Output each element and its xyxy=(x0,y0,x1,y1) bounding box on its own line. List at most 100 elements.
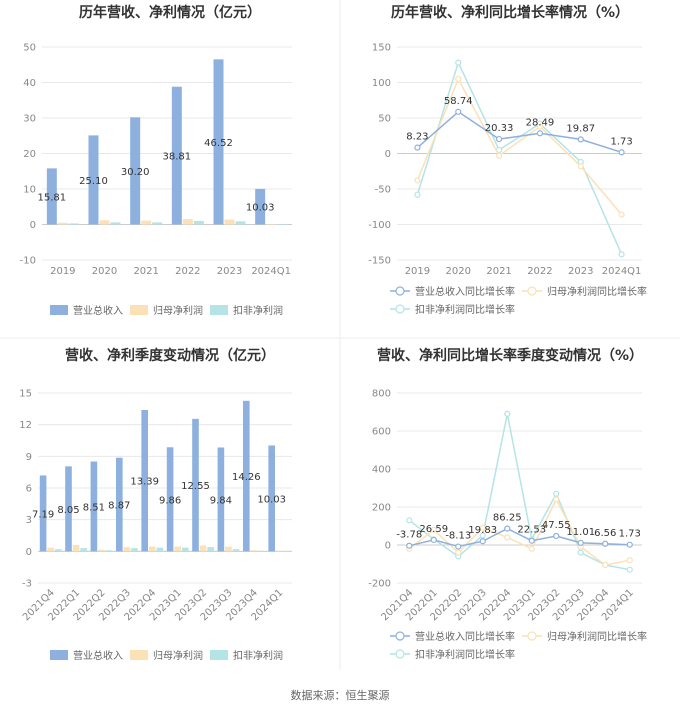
legend-label: 归母净利润 xyxy=(153,304,203,317)
y-tick-label: 800 xyxy=(372,389,391,400)
series-point-1 xyxy=(618,149,625,156)
bar-2-2023Q2 xyxy=(199,545,207,552)
bar-3-2021Q4 xyxy=(55,549,62,552)
y-tick-label: 0 xyxy=(385,149,391,160)
series-point-1 xyxy=(528,537,535,544)
series-point-2 xyxy=(479,524,486,532)
legend-item-3[interactable]: 扣非净利润同比增长率 xyxy=(390,303,515,316)
x-tick-label: 2019 xyxy=(50,266,75,277)
bar-2-2021 xyxy=(141,220,152,225)
series-point-3 xyxy=(577,549,584,556)
data-label: 8.23 xyxy=(406,132,428,143)
data-label: 28.49 xyxy=(526,117,555,128)
x-tick-label: 2024Q1 xyxy=(602,266,642,277)
series-line-2 xyxy=(408,497,630,566)
chart-panel-3: 营收、净利季度变动情况（亿元）-3036912152021Q42022Q1202… xyxy=(19,347,292,662)
data-label: 9.86 xyxy=(159,495,181,506)
series-point-1 xyxy=(504,525,511,532)
y-tick-label: 20 xyxy=(23,149,36,160)
y-tick-label: 150 xyxy=(372,43,391,54)
x-tick-label: 2021 xyxy=(133,266,158,277)
legend-item-1[interactable]: 营业总收入同比增长率 xyxy=(390,285,515,298)
y-tick-label: -50 xyxy=(375,185,391,196)
bar-1-2022Q1 xyxy=(65,466,72,552)
chart-panel-4: 营收、净利同比增长率季度变动情况（%）-20002004006008002021… xyxy=(368,347,647,661)
x-tick-label: 2024Q1 xyxy=(251,266,291,277)
series-point-1 xyxy=(577,539,584,547)
series-point-1 xyxy=(455,108,462,115)
bar-1-2019 xyxy=(46,168,57,225)
series-point-2 xyxy=(414,177,421,184)
bar-1-2021Q4 xyxy=(39,475,47,552)
bar-1-2023Q2 xyxy=(192,418,199,552)
legend-item-2[interactable]: 归母净利润 xyxy=(130,649,203,662)
bar-1-2023Q3 xyxy=(217,447,225,552)
legend-label: 扣非净利润同比增长率 xyxy=(415,303,515,316)
legend-item-1[interactable]: 营业总收入 xyxy=(50,304,123,317)
chart-title: 历年营收、净利情况（亿元） xyxy=(79,4,261,21)
bar-3-2022Q3 xyxy=(131,548,138,552)
legend-item-3[interactable]: 扣非净利润 xyxy=(210,649,283,662)
legend-marker xyxy=(395,631,405,641)
bar-1-2022Q2 xyxy=(90,461,98,552)
data-label: 8.51 xyxy=(83,502,105,513)
legend-item-1[interactable]: 营业总收入同比增长率 xyxy=(390,630,515,643)
x-tick-label: 2022 xyxy=(175,266,200,277)
legend-item-3[interactable]: 扣非净利润 xyxy=(210,304,283,317)
y-tick-label: -150 xyxy=(368,256,391,267)
legend-item-2[interactable]: 归母净利润同比增长率 xyxy=(522,630,647,643)
legend-marker xyxy=(527,631,537,641)
bar-2-2022Q4 xyxy=(148,546,156,552)
chart-panel-1: 历年营收、净利情况（亿元） -10 0 10 20 30 40 50 2019 2020 2021 2… xyxy=(20,4,292,317)
series-line-1 xyxy=(409,527,630,548)
y-tick-label: 50 xyxy=(23,43,36,54)
legend-item-3[interactable]: 扣非净利润同比增长率 xyxy=(390,648,515,661)
data-label: -3.78 xyxy=(396,530,422,541)
legend-label: 扣非净利润 xyxy=(233,649,283,662)
data-label: 86.25 xyxy=(493,513,522,524)
y-tick-label: 30 xyxy=(23,114,36,125)
data-label: 14.26 xyxy=(232,472,261,483)
bar-3-2022Q1 xyxy=(80,548,88,552)
series-point-1 xyxy=(455,543,462,550)
y-tick-label: 12 xyxy=(19,420,32,431)
legend-swatch xyxy=(130,650,148,660)
bar-2-2019 xyxy=(57,222,68,225)
data-label: 1.73 xyxy=(619,529,641,540)
legend-item-2[interactable]: 归母净利润同比增长率 xyxy=(522,285,647,298)
bar-3-2022Q2 xyxy=(105,550,113,552)
data-label: 10.03 xyxy=(246,203,275,214)
bar-2-2023Q4 xyxy=(250,550,258,552)
series-point-2 xyxy=(536,123,544,130)
bar-3-2024Q1 xyxy=(277,224,288,225)
bar-3-2023Q2 xyxy=(207,547,215,552)
series-point-3 xyxy=(455,59,462,66)
series-point-3 xyxy=(479,532,486,539)
bar-2-2023Q1 xyxy=(174,546,182,552)
bar-3-2022Q4 xyxy=(156,547,164,552)
series-point-1 xyxy=(553,532,560,540)
legend-marker xyxy=(395,286,405,296)
data-label: 30.20 xyxy=(121,167,150,178)
legend-marker xyxy=(395,304,405,314)
data-label: 7.19 xyxy=(32,509,54,520)
series-point-2 xyxy=(504,534,511,541)
data-label: 58.74 xyxy=(444,96,473,107)
legend-item-1[interactable]: 营业总收入 xyxy=(50,649,123,662)
bar-1-2024Q1 xyxy=(255,188,266,225)
chart-title: 历年营收、净利同比增长率情况（%） xyxy=(391,4,629,21)
legend-item-2[interactable]: 归母净利润 xyxy=(130,304,203,317)
series-point-2 xyxy=(455,75,462,83)
y-tick-label: -200 xyxy=(368,579,391,590)
y-tick-label: 50 xyxy=(378,114,391,125)
data-label: 8.87 xyxy=(108,501,130,512)
legend-marker xyxy=(527,286,537,296)
bar-2-2022Q2 xyxy=(98,549,105,552)
bar-1-2022Q3 xyxy=(115,457,123,552)
series-point-2 xyxy=(602,561,609,569)
data-label: 12.55 xyxy=(181,481,210,492)
y-tick-label: -10 xyxy=(20,256,36,267)
legend-label: 扣非净利润 xyxy=(233,304,283,317)
series-point-2 xyxy=(553,496,560,503)
